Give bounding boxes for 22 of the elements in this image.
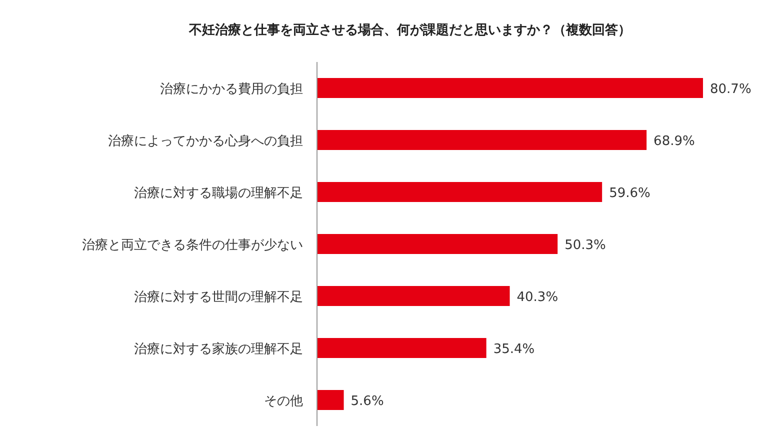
y-tick-label: 治療にかかる費用の負担 bbox=[160, 82, 303, 97]
bar bbox=[317, 182, 602, 202]
data-label: 40.3% bbox=[516, 290, 558, 305]
data-label: 80.7% bbox=[710, 82, 752, 97]
y-tick-label: 治療に対する世間の理解不足 bbox=[134, 289, 303, 305]
bar bbox=[317, 78, 703, 98]
bar bbox=[317, 234, 558, 254]
chart-title: 不妊治療と仕事を両立させる場合、何が課題だと思いますか？（複数回答） bbox=[188, 22, 631, 38]
data-label: 50.3% bbox=[564, 238, 606, 253]
data-label: 59.6% bbox=[609, 186, 650, 201]
y-tick-label: 治療に対する家族の理解不足 bbox=[134, 341, 303, 357]
data-label: 5.6% bbox=[350, 394, 384, 409]
bar bbox=[317, 130, 647, 150]
y-tick-label: その他 bbox=[264, 394, 303, 409]
y-tick-label: 治療によってかかる心身への負担 bbox=[108, 133, 303, 149]
bar bbox=[317, 286, 510, 306]
y-tick-label: 治療に対する職場の理解不足 bbox=[134, 185, 303, 201]
y-tick-label: 治療と両立できる条件の仕事が少ない bbox=[82, 237, 303, 253]
bar bbox=[317, 390, 344, 410]
data-label: 35.4% bbox=[493, 342, 535, 357]
bar bbox=[317, 338, 486, 358]
data-label: 68.9% bbox=[654, 134, 695, 149]
